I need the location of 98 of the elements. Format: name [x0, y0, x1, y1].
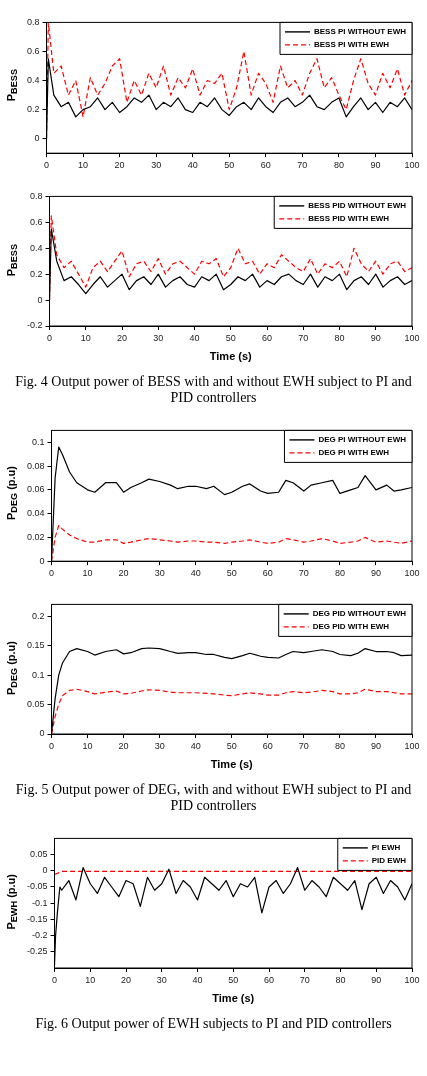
x-tick-label: 40	[190, 740, 201, 751]
x-tick-label: 60	[262, 740, 273, 751]
legend-label: DEG PI WITH EWH	[318, 448, 390, 458]
x-tick-label: 60	[264, 974, 275, 985]
y-tick-label: 0	[42, 865, 48, 876]
x-tick-label: 0	[49, 740, 55, 751]
y-tick-label: -0.2	[26, 320, 43, 331]
x-axis-title: Time (s)	[212, 992, 255, 1005]
x-tick-label: 90	[370, 332, 381, 343]
x-tick-label: 80	[334, 568, 345, 579]
x-tick-label: 70	[297, 160, 308, 171]
x-tick-label: 10	[78, 160, 89, 171]
x-tick-label: 40	[187, 160, 198, 171]
x-tick-label: 80	[334, 740, 345, 751]
x-tick-label: 30	[156, 974, 167, 985]
x-tick-label: 20	[114, 160, 125, 171]
y-tick-label: 0.06	[26, 484, 45, 495]
y-tick-label: 0.05	[29, 849, 48, 860]
y-tick-label: 0.8	[27, 16, 40, 27]
x-tick-label: 20	[117, 332, 128, 343]
y-tick-label: 0.1	[32, 436, 45, 447]
legend-label: BESS PID WITH EWH	[308, 214, 390, 224]
y-tick-label: -0.25	[27, 946, 48, 957]
y-tick-label: 0.2	[32, 610, 45, 621]
x-tick-label: 100	[404, 332, 420, 343]
x-tick-label: 50	[225, 332, 236, 343]
x-tick-label: 60	[262, 568, 273, 579]
x-tick-label: 30	[151, 160, 162, 171]
y-tick-label: 0.08	[26, 460, 45, 471]
x-tick-label: 100	[404, 974, 420, 985]
x-tick-label: 20	[121, 974, 132, 985]
x-tick-label: 30	[154, 568, 165, 579]
caption: Fig. 4 Output power of BESS with and without EWH subject to PI and PID controllers	[14, 374, 413, 406]
x-axis-title: Time (s)	[209, 350, 253, 363]
x-tick-label: 10	[82, 568, 93, 579]
x-tick-label: 20	[118, 568, 129, 579]
x-tick-label: 50	[226, 568, 237, 579]
y-tick-label: 0.04	[26, 508, 45, 519]
y-tick-label: 0.2	[29, 268, 43, 279]
x-tick-label: 30	[154, 740, 165, 751]
y-tick-label: 0.15	[26, 640, 45, 651]
x-tick-label: 70	[298, 332, 309, 343]
x-tick-label: 80	[334, 332, 345, 343]
x-tick-label: 90	[370, 740, 381, 751]
y-tick-label: 0.8	[29, 190, 43, 201]
caption: Fig. 6 Output power of EWH subjects to PI and PID controllers	[34, 1016, 393, 1032]
x-tick-label: 40	[190, 568, 201, 579]
legend-label: PID EWH	[371, 856, 407, 866]
x-tick-label: 0	[52, 974, 58, 985]
y-tick-label: 0.6	[27, 45, 40, 56]
x-tick-label: 90	[370, 160, 381, 171]
legend-label: BESS PI WITH EWH	[314, 40, 390, 50]
x-tick-label: 100	[404, 568, 420, 579]
y-tick-label: -0.1	[32, 897, 48, 908]
x-tick-label: 80	[333, 160, 344, 171]
y-tick-label: 0.1	[32, 669, 45, 680]
y-tick-label: -0.2	[32, 930, 48, 941]
legend-label: BESS PI WITHOUT EWH	[314, 27, 407, 37]
x-tick-label: 0	[49, 568, 55, 579]
x-tick-label: 60	[260, 160, 271, 171]
x-axis-title: Time (s)	[210, 758, 254, 771]
x-tick-label: 80	[335, 974, 346, 985]
legend-label: DEG PID WITHOUT EWH	[312, 609, 407, 619]
y-tick-label: 0.6	[29, 216, 43, 227]
y-tick-label: 0.4	[27, 75, 40, 86]
y-tick-label: -0.15	[27, 913, 48, 924]
x-tick-label: 10	[80, 332, 91, 343]
x-tick-label: 50	[224, 160, 235, 171]
y-tick-label: 0	[39, 555, 45, 566]
x-tick-label: 90	[371, 974, 382, 985]
x-tick-label: 100	[404, 740, 420, 751]
x-tick-label: 90	[370, 568, 381, 579]
y-tick-label: 0.2	[27, 104, 40, 115]
x-tick-label: 40	[192, 974, 203, 985]
legend-label: PI EWH	[371, 843, 401, 853]
legend-label: BESS PID WITHOUT EWH	[308, 201, 407, 211]
x-tick-label: 60	[262, 332, 273, 343]
x-tick-label: 70	[298, 740, 309, 751]
x-tick-label: 70	[298, 568, 309, 579]
x-tick-label: 10	[85, 974, 96, 985]
y-tick-label: 0.4	[29, 242, 43, 253]
y-tick-label: 0	[37, 294, 43, 305]
x-tick-label: 10	[82, 740, 93, 751]
legend-label: DEG PI WITHOUT EWH	[318, 435, 407, 445]
y-tick-label: 0.05	[26, 699, 45, 710]
y-tick-label: 0.02	[26, 531, 45, 542]
x-tick-label: 100	[404, 160, 420, 171]
y-tick-label: -0.05	[27, 881, 48, 892]
x-tick-label: 50	[228, 974, 239, 985]
x-tick-label: 40	[189, 332, 200, 343]
legend-label: DEG PID WITH EWH	[312, 622, 390, 632]
x-tick-label: 20	[118, 740, 129, 751]
caption: Fig. 5 Output power of DEG, with and without EWH subject to PI and PID controllers	[14, 782, 413, 814]
x-tick-label: 50	[226, 740, 237, 751]
y-tick-label: 0	[39, 728, 45, 739]
x-tick-label: 70	[299, 974, 310, 985]
x-tick-label: 30	[153, 332, 164, 343]
y-tick-label: 0	[34, 133, 40, 144]
